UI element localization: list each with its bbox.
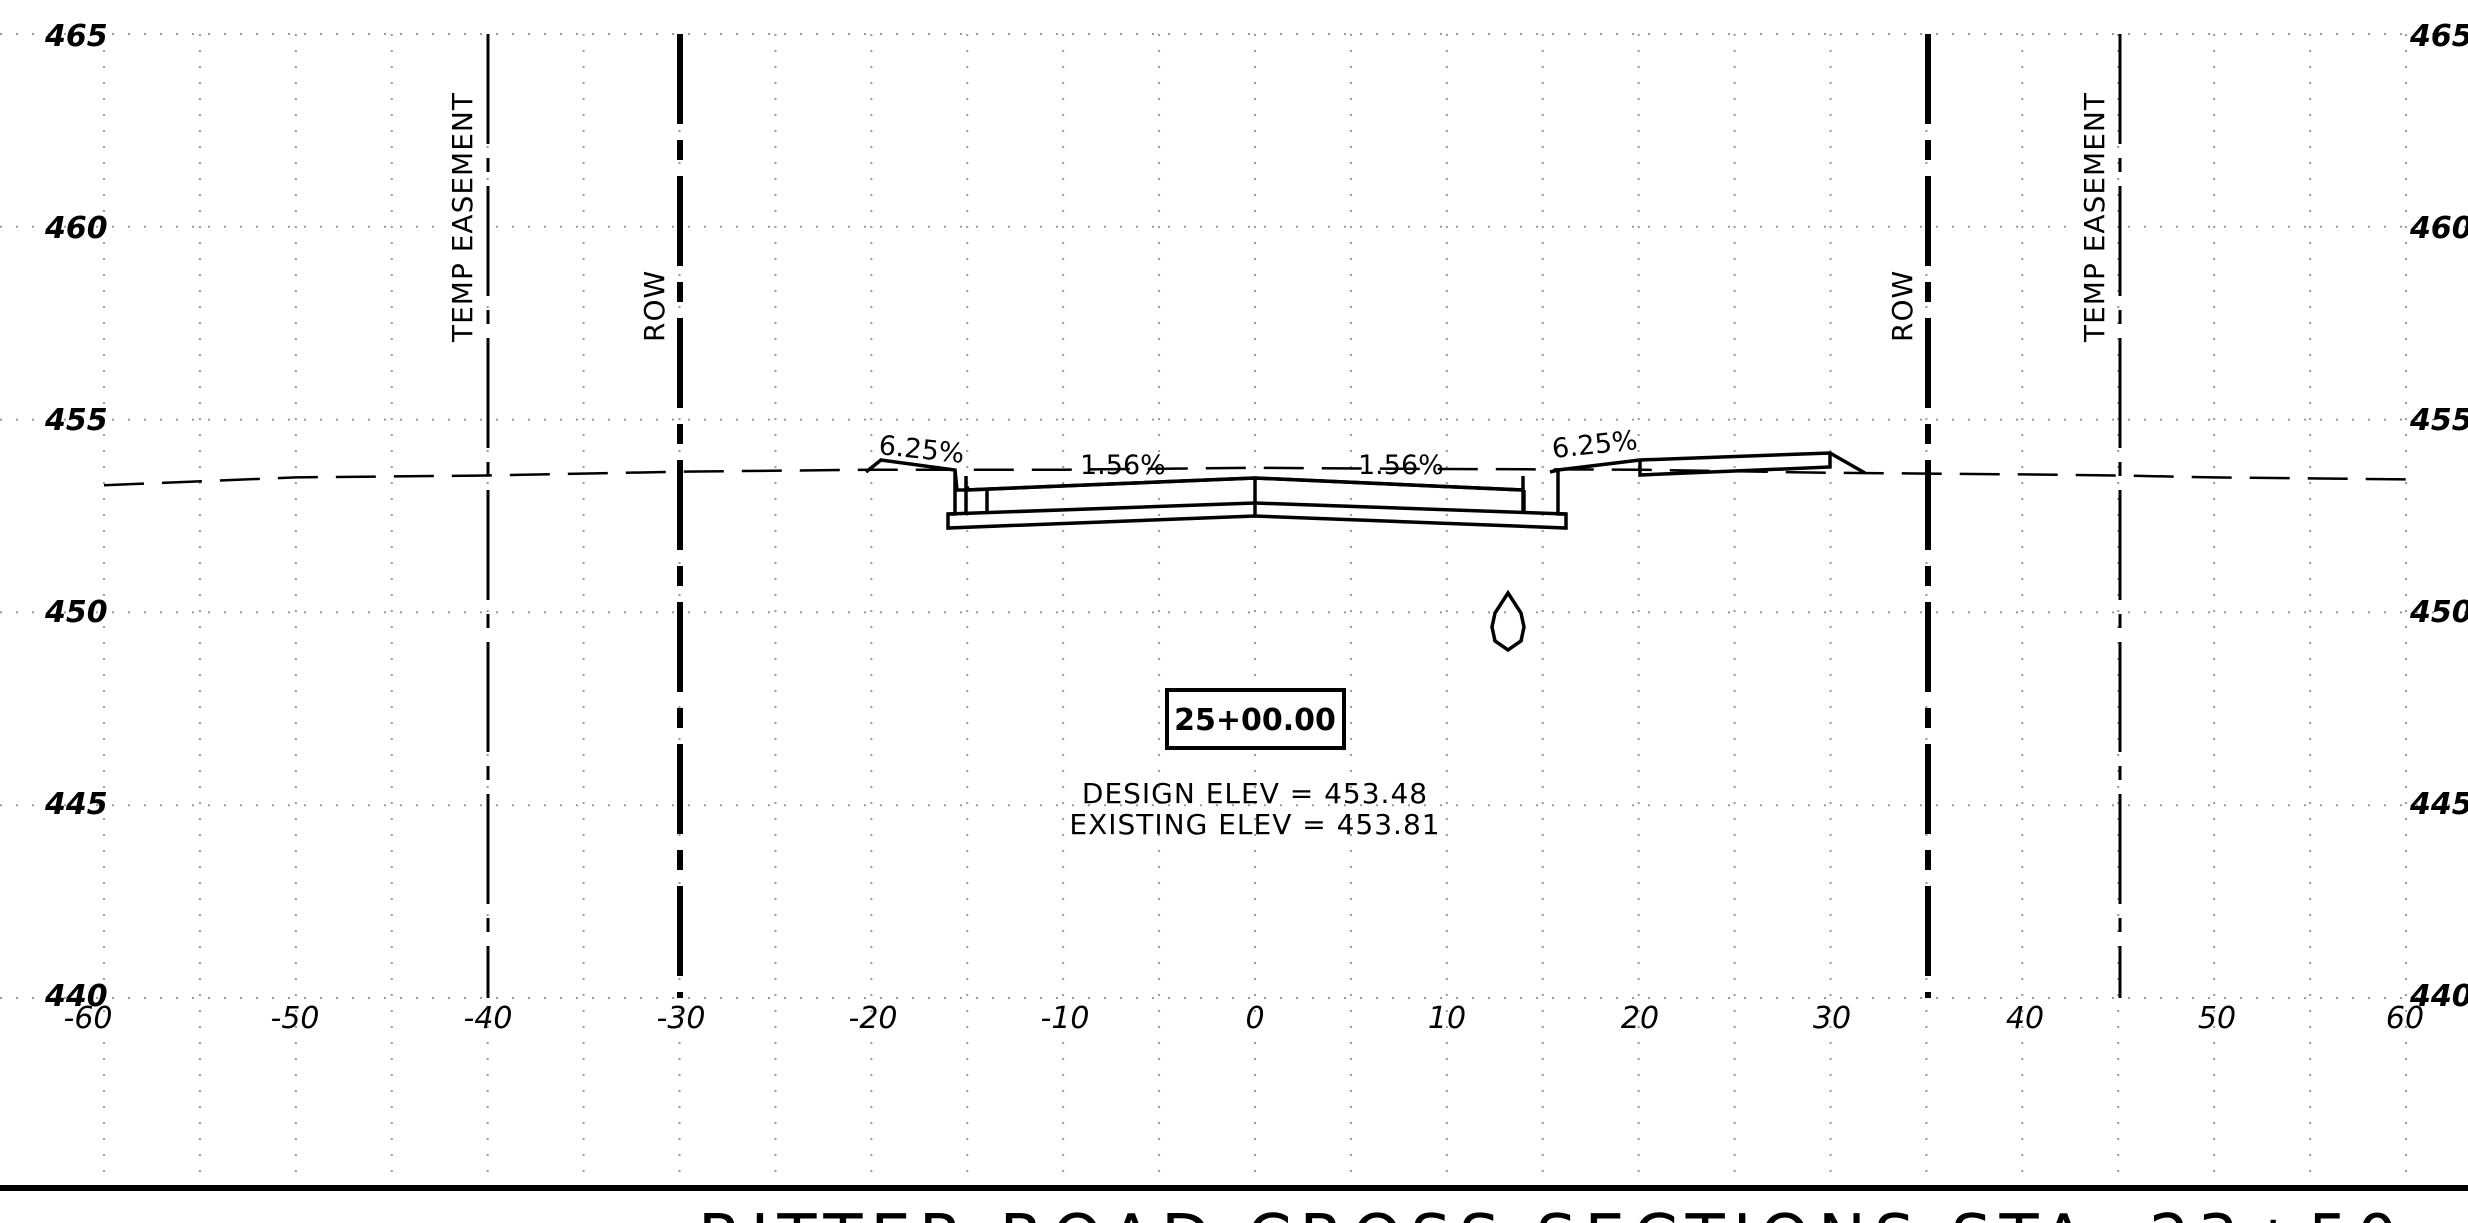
x-tick-neg10: -10	[1041, 1001, 1090, 1036]
x-tick-30: 30	[1813, 1001, 1851, 1036]
base-course	[947, 501, 1567, 516]
x-tick-neg50: -50	[271, 1001, 320, 1036]
x-tick-40: 40	[2006, 1001, 2044, 1036]
row-label-left: ROW	[638, 270, 671, 342]
y-tick-left-455: 455	[44, 403, 108, 438]
y-tick-left-460: 460	[44, 211, 108, 246]
sub-base-line	[964, 490, 1526, 514]
x-tick-50: 50	[2198, 1001, 2236, 1036]
slope-label-left-lane: 1.56%	[1080, 450, 1166, 481]
x-tick-0: 0	[1245, 1001, 1264, 1036]
x-tick-20: 20	[1621, 1001, 1659, 1036]
y-tick-right-450: 450	[2409, 595, 2468, 630]
sheet-title: RITTER ROAD CROSS SECTIONS STA. 23+50 - …	[698, 1202, 2468, 1223]
station-box	[1165, 688, 1346, 750]
y-tick-right-440: 440	[2409, 979, 2468, 1014]
x-tick-10: 10	[1428, 1001, 1466, 1036]
temp-easement-label-right: TEMP EASEMENT	[2078, 92, 2111, 343]
x-tick-60: 60	[2386, 1001, 2424, 1036]
x-tick-neg30: -30	[657, 1001, 706, 1036]
y-tick-right-465: 465	[2409, 19, 2468, 54]
existing-ground-line	[103, 466, 2407, 487]
y-tick-right-460: 460	[2409, 211, 2468, 246]
pipe	[1490, 589, 1526, 653]
x-tick-neg20: -20	[849, 1001, 898, 1036]
slope-label-left-curb: 6.25%	[877, 430, 966, 470]
grid	[0, 33, 2468, 1175]
axis-ticks: 465 460 455 450 445 440 465 460 455 450 …	[44, 19, 2468, 1036]
slope-label-right-curb: 6.25%	[1550, 425, 1639, 465]
y-tick-left-445: 445	[44, 787, 108, 822]
roadway-section	[864, 451, 1866, 653]
boundary-lines: TEMP EASEMENT ROW ROW TEMP EASEMENT	[440, 34, 2122, 998]
y-tick-left-465: 465	[44, 19, 108, 54]
station-label: 25+00.00	[1174, 703, 1336, 738]
y-tick-right-455: 455	[2409, 403, 2468, 438]
y-tick-left-440: 440	[44, 979, 108, 1014]
y-tick-right-445: 445	[2409, 787, 2468, 822]
temp-easement-label-left: TEMP EASEMENT	[446, 92, 479, 343]
design-elevation: DESIGN ELEV = 453.48	[1082, 777, 1428, 810]
slope-label-right-lane: 1.56%	[1358, 450, 1444, 481]
driveway	[1638, 453, 1832, 477]
existing-elevation: EXISTING ELEV = 453.81	[1069, 808, 1440, 841]
x-tick-neg40: -40	[464, 1001, 513, 1036]
y-tick-left-450: 450	[44, 595, 108, 630]
x-tick-neg60: -60	[64, 1001, 113, 1036]
row-label-right: ROW	[1886, 270, 1919, 342]
